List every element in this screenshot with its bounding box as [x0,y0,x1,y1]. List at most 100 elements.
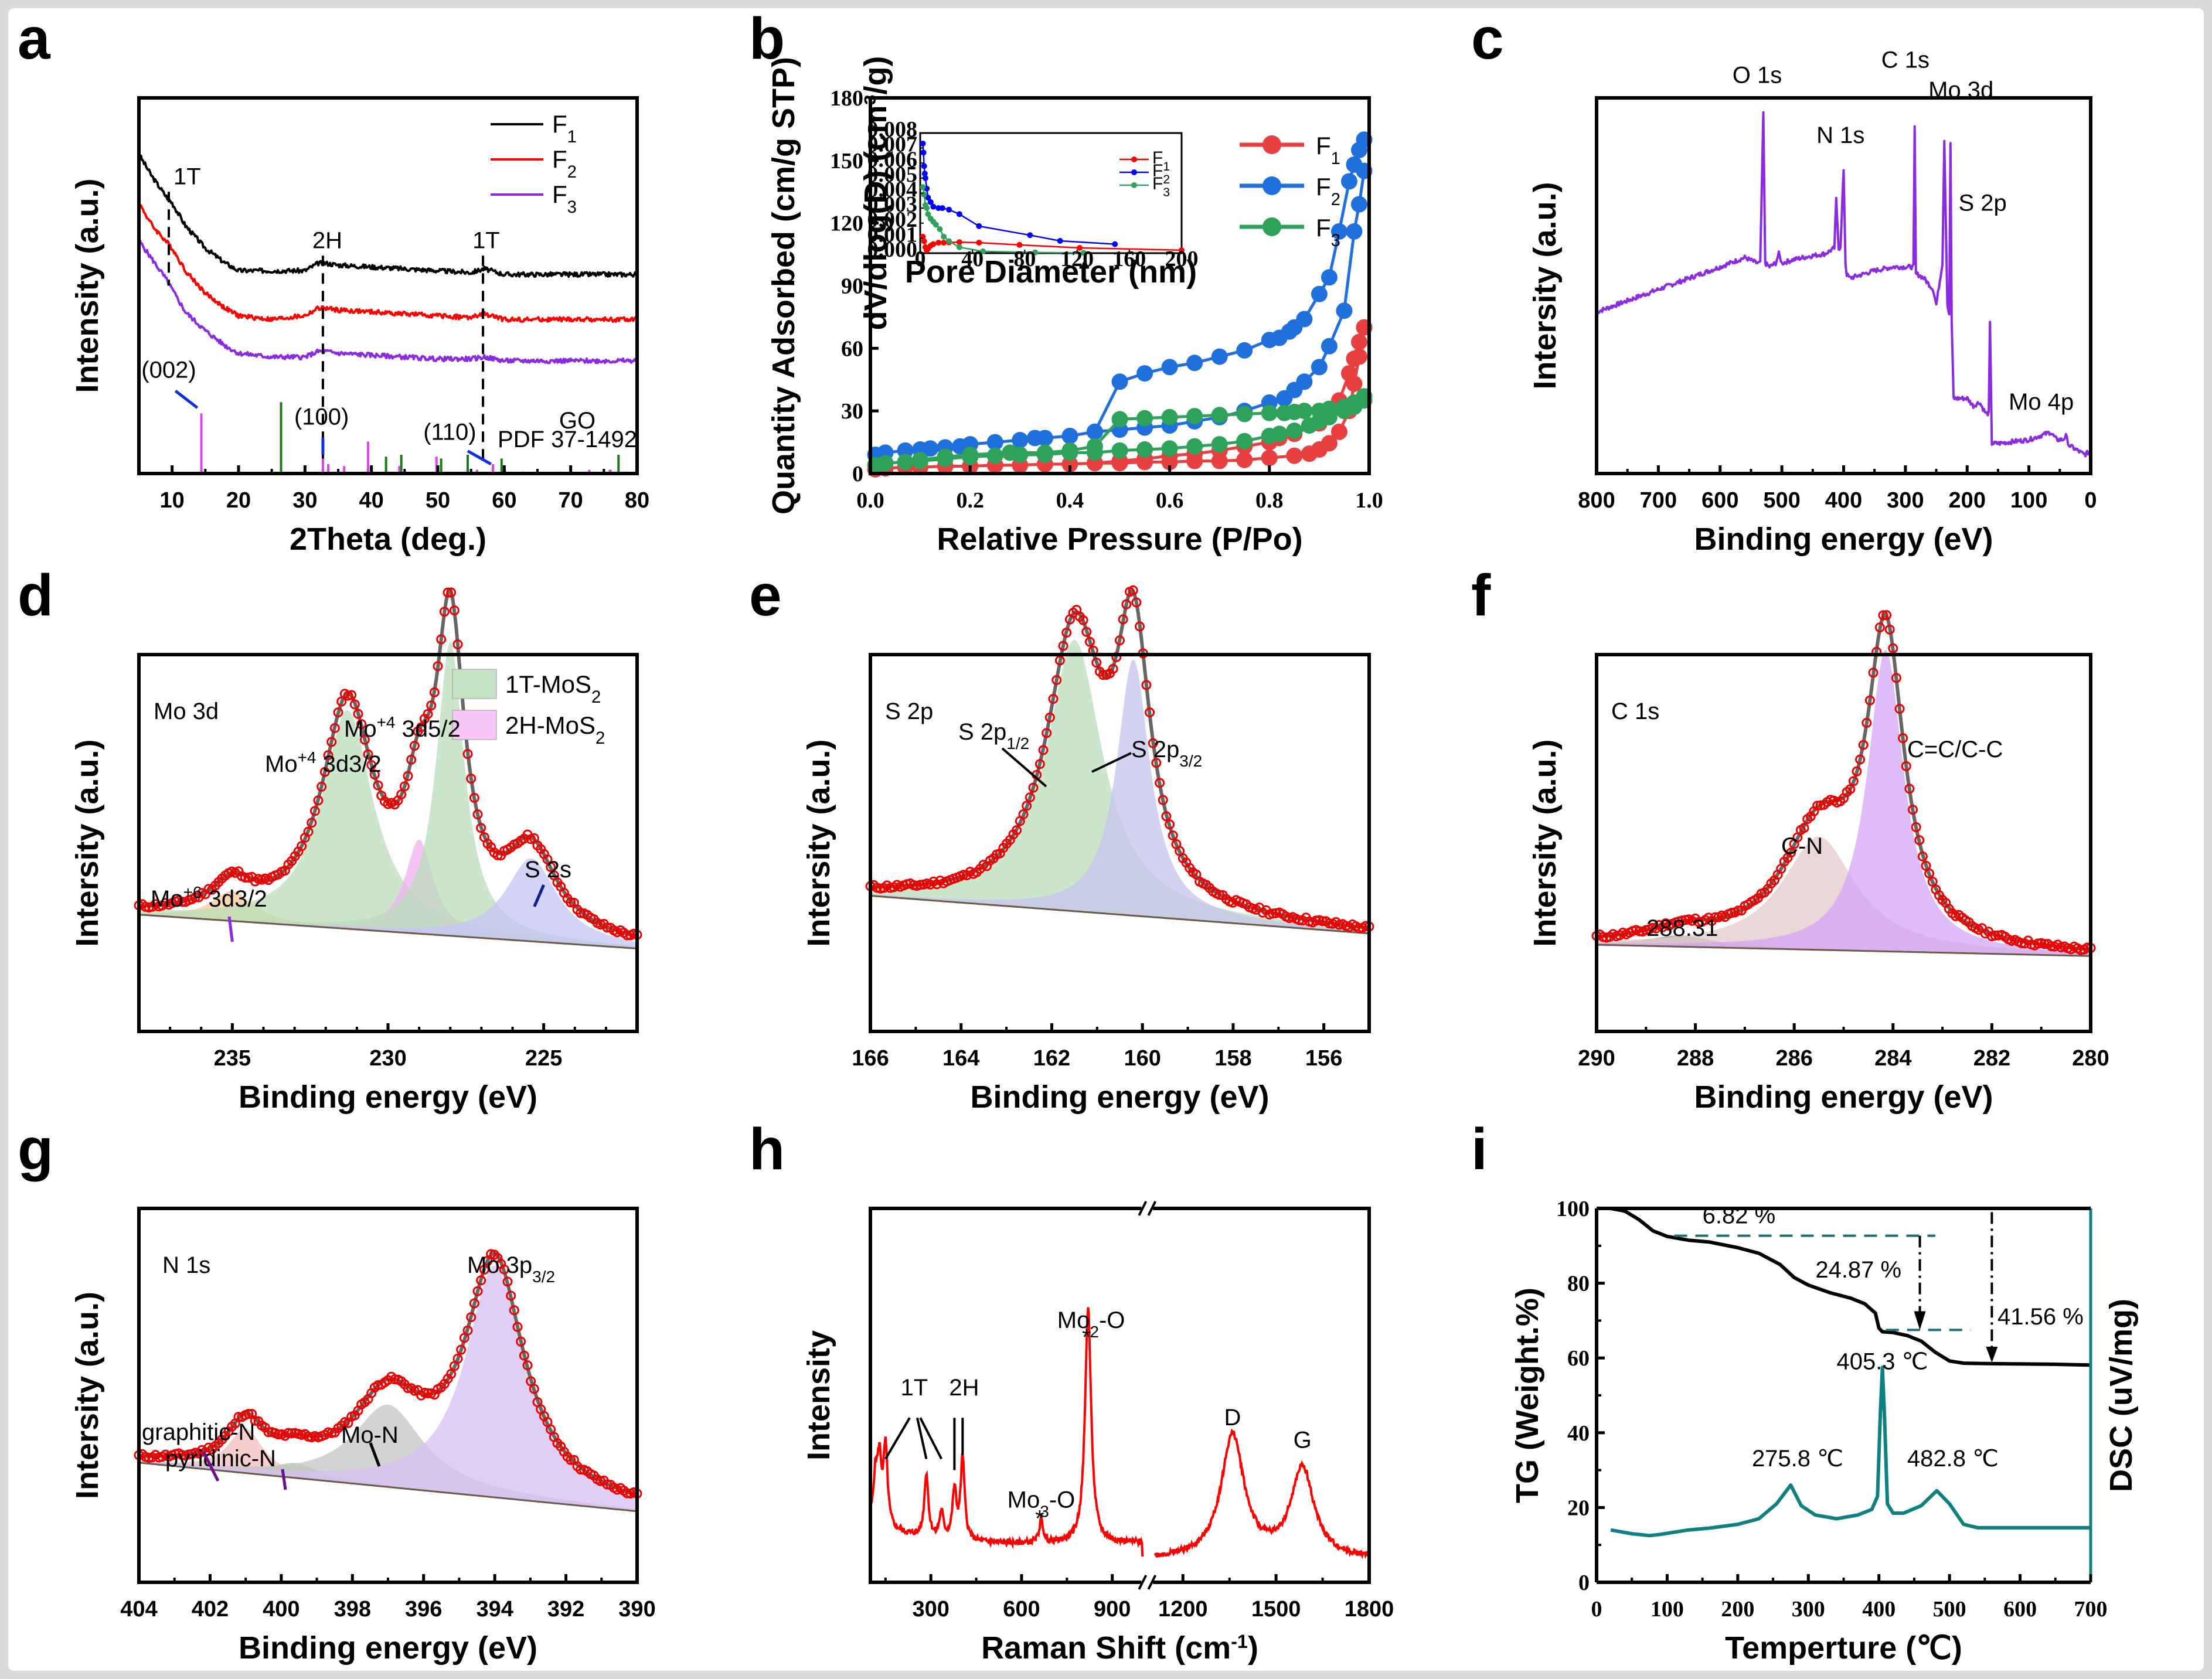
isotherm-point [937,448,954,465]
peak-label-part: Mo [151,886,183,912]
peak-label-part: 2 [1090,1323,1099,1341]
raw-data-point [446,587,457,598]
raw-data-point [512,1322,523,1332]
isotherm-point [897,454,914,471]
peak-label: S 2p3/2 [1131,737,1202,770]
x-tick-label: 50 [426,488,450,513]
raw-data-point [366,760,377,770]
inset-point [976,223,982,229]
raw-data-point [516,1336,526,1347]
peak-label-part: S 2s [525,857,571,883]
raw-data-point [263,1427,274,1438]
x-tick-label: 396 [405,1597,442,1622]
raw-data-point [1881,610,1892,621]
raw-data-point [529,1384,539,1394]
x-tick-label: 1500 [1251,1597,1301,1622]
x-tick-label: 162 [1033,1046,1070,1071]
peak-label-part: -O [1099,1307,1125,1333]
inset-legend-label-part: 3 [1163,186,1170,199]
isotherm-point [1311,403,1328,420]
inset-point [927,199,934,205]
inset-y-tick-label: 0.003 [867,192,918,217]
raw-data-point [1693,917,1704,927]
x-tick-label: 400 [1862,1597,1895,1622]
inner-title: S 2p [885,699,933,724]
x-tick-label: 390 [618,1597,655,1622]
inset-point [946,238,952,244]
legend-label: F1 [552,110,577,147]
raw-data-point [287,1428,297,1439]
y-tick-label: 30 [841,399,863,424]
inset-point [930,241,937,247]
go-label: GO [559,408,595,434]
raw-data-point [346,690,357,700]
legend-label-part: F [1316,173,1331,200]
inset-point [935,240,942,246]
panel-label-b: b [749,6,785,71]
inset-legend-label-part: 1 [1163,160,1170,173]
raw-data-point [1852,766,1862,777]
raw-data-point [329,723,340,733]
raw-data-point [492,850,503,860]
peak-label: C-N [1781,833,1823,859]
peak-label: Mo2-O [1057,1307,1125,1341]
raw-data-point [1078,615,1088,625]
inset-y-tick-label: 0.007 [867,132,918,157]
inset-point [1057,237,1063,244]
x-tick-label: 300 [1792,1597,1825,1622]
x-axis-label: Relative Pressure (P/Po) [937,522,1302,557]
axis-break-icon [1147,1575,1157,1590]
isotherm-point [1161,440,1178,457]
isotherm-point [1136,441,1153,458]
raw-data-point [499,1264,509,1275]
raw-data-point [452,639,463,650]
y-tick-label: 80 [1567,1272,1590,1296]
raw-data-point [433,661,443,672]
raw-data-point [1911,822,1921,832]
inner-title: C 1s [1611,699,1659,724]
isotherm-point [1311,285,1328,302]
peak-label: Mo3-O [1008,1487,1076,1520]
inset-legend-label-part: F [1152,174,1163,193]
x-tick-label: 40 [359,488,384,513]
raw-data-point [1121,599,1132,609]
plot-frame [1595,96,2092,475]
peak-label: S 2p [1958,190,2006,216]
peak-label-part: 3 [1040,1502,1049,1520]
raw-data-point [576,1465,586,1475]
inset-point [933,222,939,228]
raw-data-point [466,1312,477,1323]
peak-label: C 1s [1881,47,1929,73]
peak-label-part: S 2p [958,719,1006,745]
raw-data-point [1115,635,1125,646]
raw-data-point [309,806,320,816]
fit-component-area [870,659,1369,934]
panel-e: 166 164 162 160 158 156 Intersity (a.u.) Bindin… [801,585,1374,1115]
peak-label-part: Mo [1057,1307,1090,1333]
panel-label-d: d [18,563,53,628]
raw-data-point [622,930,632,941]
raw-data-point [469,793,479,803]
panel-i: 0 100 200 300 400 500 600 700 0 20 40 60 80 100 TG (We… [1510,1197,2139,1666]
raw-data-point [1868,667,1879,678]
plot-frame [869,1207,1371,1584]
annotation-label: 24.87 % [1815,1257,1901,1283]
y-axis-label: Quantity Adsorbed (cm/g STP) [766,57,801,515]
legend-marker [1262,217,1281,236]
raw-data-point [1165,819,1175,830]
arrowhead-icon [1986,1347,1998,1363]
x-tick-label: 1200 [1158,1597,1208,1622]
x-tick-label: 404 [120,1597,157,1622]
raw-data-point [1054,655,1065,666]
peak-label: pyridinic-N [165,1446,276,1472]
y-tick-label: 60 [841,336,863,361]
inset-point [956,244,962,250]
isotherm-point [1276,404,1293,421]
peak-label-part: 1/2 [1006,734,1029,752]
x-tick-label: 0.6 [1156,488,1184,513]
raw-data-point [1858,740,1869,750]
panel-label-c: c [1471,6,1504,71]
x-tick-label: 0 [1591,1597,1602,1622]
x-tick-label: 30 [292,488,317,513]
raw-data-point [1012,825,1022,836]
